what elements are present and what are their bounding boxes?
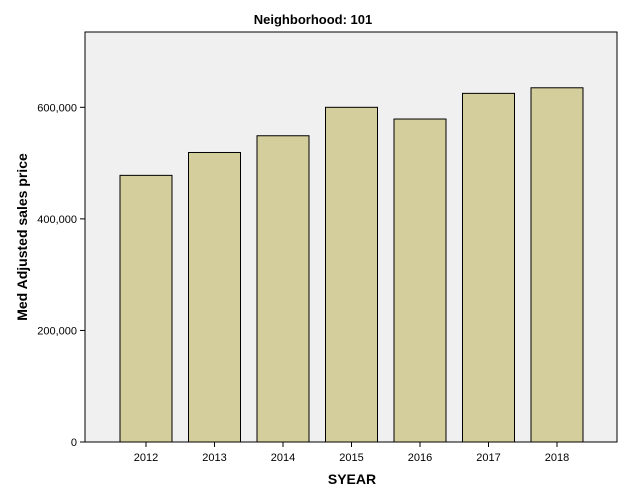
x-tick-label: 2018 [545,452,569,464]
bar [119,174,173,443]
x-tick-label: 2016 [408,452,432,464]
y-axis: 0 200,000 400,000 600,000 [37,102,85,449]
bar [188,151,241,443]
bar [393,118,447,443]
x-axis: 2012 2013 2014 2015 2016 2017 2018 [134,442,569,464]
x-tick-label: 2013 [202,452,226,464]
bar [256,135,310,443]
y-tick-label: 0 [71,437,77,449]
x-tick-label: 2015 [339,452,363,464]
x-axis-label: SYEAR [328,471,376,487]
y-axis-label: Med Adjusted sales price [14,153,30,321]
chart-title: Neighborhood: 101 [254,12,372,27]
x-tick-label: 2014 [271,452,295,464]
y-tick-label: 200,000 [37,325,77,337]
bar [530,87,584,443]
y-tick-label: 400,000 [37,214,77,226]
x-tick-label: 2017 [476,452,500,464]
bars [119,87,584,443]
x-tick-label: 2012 [134,452,158,464]
y-tick-label: 600,000 [37,102,77,114]
bar [462,92,515,443]
bar [325,106,378,443]
